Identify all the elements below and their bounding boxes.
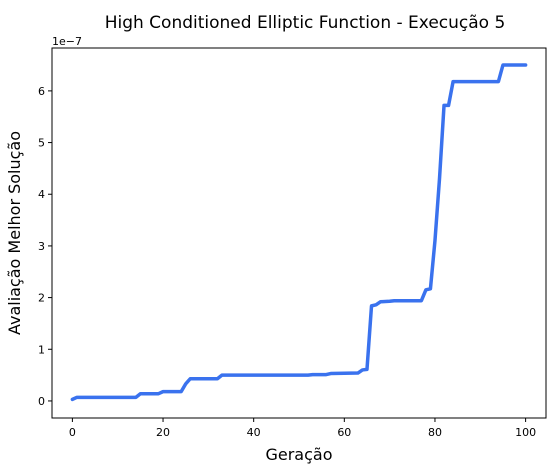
y-tick-label: 6 — [38, 85, 45, 98]
y-tick-label: 2 — [38, 292, 45, 305]
plot-frame — [51, 47, 547, 419]
chart-title: High Conditioned Elliptic Function - Exe… — [105, 13, 506, 33]
plot-area — [70, 63, 528, 402]
y-tick-label: 4 — [38, 188, 45, 201]
x-axis: 0 20 40 60 80 100 — [69, 418, 536, 439]
y-tick-label: 3 — [38, 240, 45, 253]
x-axis-title: Geração — [265, 445, 332, 464]
y-axis: 0 1 2 3 4 5 6 — [38, 85, 52, 408]
x-tick-label: 80 — [428, 426, 442, 439]
x-tick-label: 20 — [156, 426, 170, 439]
x-tick-label: 0 — [69, 426, 76, 439]
y-tick-label: 1 — [38, 343, 45, 356]
x-tick-label: 60 — [337, 426, 351, 439]
y-axis-title: Avaliação Melhor Solução — [5, 131, 24, 335]
series-line — [70, 63, 528, 402]
x-tick-label: 40 — [247, 426, 261, 439]
x-tick-label: 100 — [515, 426, 536, 439]
y-tick-label: 0 — [38, 395, 45, 408]
y-offset-label: 1e−7 — [52, 35, 82, 48]
y-tick-label: 5 — [38, 137, 45, 150]
